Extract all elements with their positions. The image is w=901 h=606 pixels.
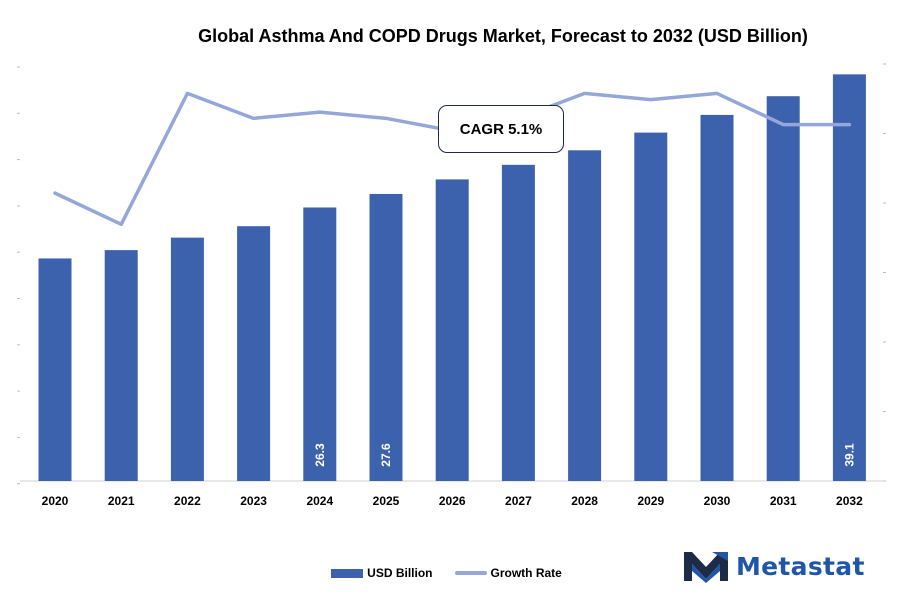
x-tick-label-2021: 2021 [108,494,135,508]
x-tick-label-2020: 2020 [42,494,69,508]
legend-label-usd-billion: USD Billion [367,566,433,580]
x-tick-label-2025: 2025 [373,494,400,508]
legend-swatch-bar [331,568,364,578]
bar-2024 [303,207,337,482]
bar-2028 [568,150,602,481]
bar-2026 [435,179,469,481]
x-tick-labels: 2020 2021 2022 2023 2024 2025 2026 2027 2028 2029… [42,494,863,508]
x-tick-label-2026: 2026 [439,494,466,508]
legend-label-growth-rate: Growth Rate [490,566,562,580]
bar-2027 [501,164,535,481]
x-tick-label-2032: 2032 [836,494,863,508]
legend-item-usd-billion: USD Billion [331,566,433,580]
x-tick-label-2024: 2024 [306,494,333,508]
metastat-logo-text: Metastat [736,551,865,581]
legend: USD Billion Growth Rate [0,566,901,580]
x-tick-label-2023: 2023 [240,494,267,508]
data-label-2032: 39.1 [842,443,856,467]
bar-2032 [832,74,866,482]
y-axis-left [17,66,20,485]
bar-2020 [38,258,72,481]
metastat-logo: Metastat [682,549,865,583]
bar-2025 [369,193,403,481]
x-tick-label-2027: 2027 [505,494,532,508]
x-tick-label-2029: 2029 [637,494,664,508]
x-tick-label-2022: 2022 [174,494,201,508]
x-tick-label-2028: 2028 [571,494,598,508]
data-label-2025: 27.6 [379,443,393,467]
cagr-annotation: CAGR 5.1% [438,105,564,153]
metastat-m-icon [684,552,728,583]
bar-2022 [170,237,204,481]
bar-2023 [237,226,271,481]
bar-2030 [700,114,734,482]
bar-series [38,74,866,482]
bar-2031 [766,96,800,481]
x-tick-label-2030: 2030 [704,494,731,508]
y-axis-right [883,63,886,482]
chart-title: Global Asthma And COPD Drugs Market, For… [198,26,808,46]
legend-swatch-line [454,571,487,575]
x-tick-label-2031: 2031 [770,494,797,508]
legend-item-growth-rate: Growth Rate [454,566,562,580]
data-labels: 26.3 27.6 39.1 [313,443,857,467]
data-label-2024: 26.3 [313,443,327,467]
bar-2021 [104,250,138,481]
bar-2029 [634,132,668,481]
